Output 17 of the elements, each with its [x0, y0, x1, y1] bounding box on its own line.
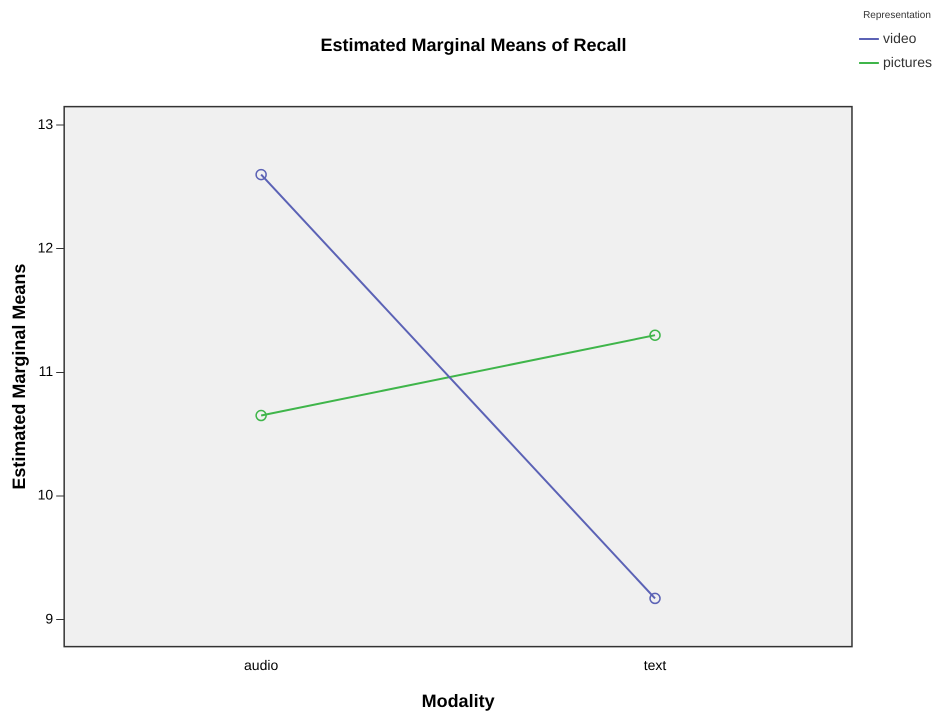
chart-title: Estimated Marginal Means of Recall	[320, 34, 627, 55]
point	[255, 410, 267, 422]
x-tick-label: text	[644, 656, 666, 673]
x-tick-label: audio	[244, 656, 278, 673]
point	[649, 329, 661, 341]
legend-label: video	[882, 30, 917, 46]
y-tick-label: 12	[38, 240, 54, 256]
y-axis-title: Estimated Marginal Means	[8, 264, 29, 490]
legend-label: pictures	[882, 54, 932, 70]
y-tick-label: 10	[38, 486, 54, 503]
point	[649, 592, 661, 604]
y-tick-label: 13	[38, 116, 54, 132]
x-axis-title: Modality	[422, 691, 495, 712]
point	[255, 168, 267, 180]
y-tick-label: 11	[38, 363, 54, 380]
legend-title: Representation	[863, 10, 931, 21]
y-tick-label: 9	[45, 610, 54, 626]
